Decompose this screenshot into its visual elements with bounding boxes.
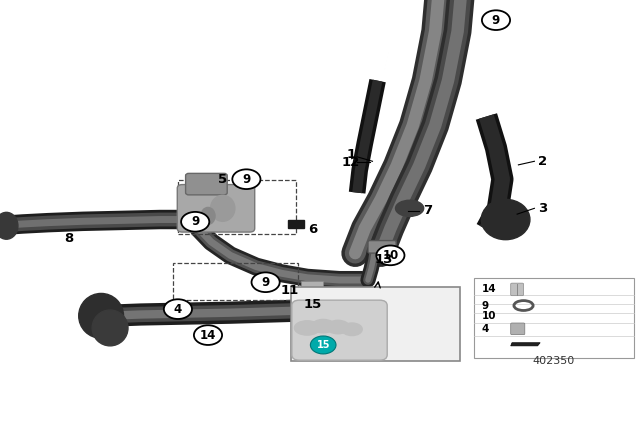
Text: 9: 9 xyxy=(262,276,269,289)
Text: 4: 4 xyxy=(482,324,490,334)
Circle shape xyxy=(310,336,336,354)
Bar xyxy=(178,180,296,234)
FancyBboxPatch shape xyxy=(177,185,255,232)
Circle shape xyxy=(164,299,192,319)
Circle shape xyxy=(376,246,404,265)
Ellipse shape xyxy=(294,321,320,335)
Text: 8: 8 xyxy=(65,232,74,245)
Text: 9: 9 xyxy=(492,13,500,27)
Text: 7: 7 xyxy=(423,204,432,217)
Ellipse shape xyxy=(312,319,335,333)
Text: 10: 10 xyxy=(382,249,399,262)
Ellipse shape xyxy=(201,207,215,224)
Ellipse shape xyxy=(92,310,128,346)
Ellipse shape xyxy=(342,323,362,336)
FancyBboxPatch shape xyxy=(368,241,396,253)
Ellipse shape xyxy=(0,212,18,239)
Text: 12: 12 xyxy=(342,155,360,169)
Bar xyxy=(301,281,323,291)
FancyBboxPatch shape xyxy=(511,283,524,296)
Bar xyxy=(291,287,460,361)
Text: 13: 13 xyxy=(375,253,393,267)
FancyBboxPatch shape xyxy=(511,323,525,335)
FancyBboxPatch shape xyxy=(292,300,387,360)
Text: 9: 9 xyxy=(243,172,250,186)
Text: 402350: 402350 xyxy=(532,356,575,366)
Text: 1: 1 xyxy=(346,148,355,161)
Ellipse shape xyxy=(211,195,235,221)
Circle shape xyxy=(232,169,260,189)
FancyBboxPatch shape xyxy=(186,173,227,195)
Circle shape xyxy=(482,10,510,30)
Polygon shape xyxy=(511,343,540,346)
Text: 15: 15 xyxy=(316,340,330,350)
Text: 5: 5 xyxy=(218,172,227,186)
Ellipse shape xyxy=(79,293,124,338)
Text: 4: 4 xyxy=(174,302,182,316)
Bar xyxy=(288,220,304,228)
Text: 3: 3 xyxy=(538,202,547,215)
Text: 14: 14 xyxy=(482,284,497,294)
Circle shape xyxy=(181,212,209,232)
Circle shape xyxy=(194,325,222,345)
Text: 15: 15 xyxy=(303,298,321,311)
Text: 2: 2 xyxy=(538,155,547,168)
Text: 10: 10 xyxy=(482,311,497,321)
Text: 6: 6 xyxy=(308,223,317,236)
Ellipse shape xyxy=(326,320,349,334)
Text: 14: 14 xyxy=(200,328,216,342)
Text: 11: 11 xyxy=(280,284,298,297)
Circle shape xyxy=(252,272,280,292)
Bar xyxy=(474,278,634,358)
Ellipse shape xyxy=(481,199,530,240)
Text: 9: 9 xyxy=(191,215,199,228)
Ellipse shape xyxy=(396,200,424,216)
Text: 9: 9 xyxy=(482,301,489,310)
Bar xyxy=(173,263,298,300)
